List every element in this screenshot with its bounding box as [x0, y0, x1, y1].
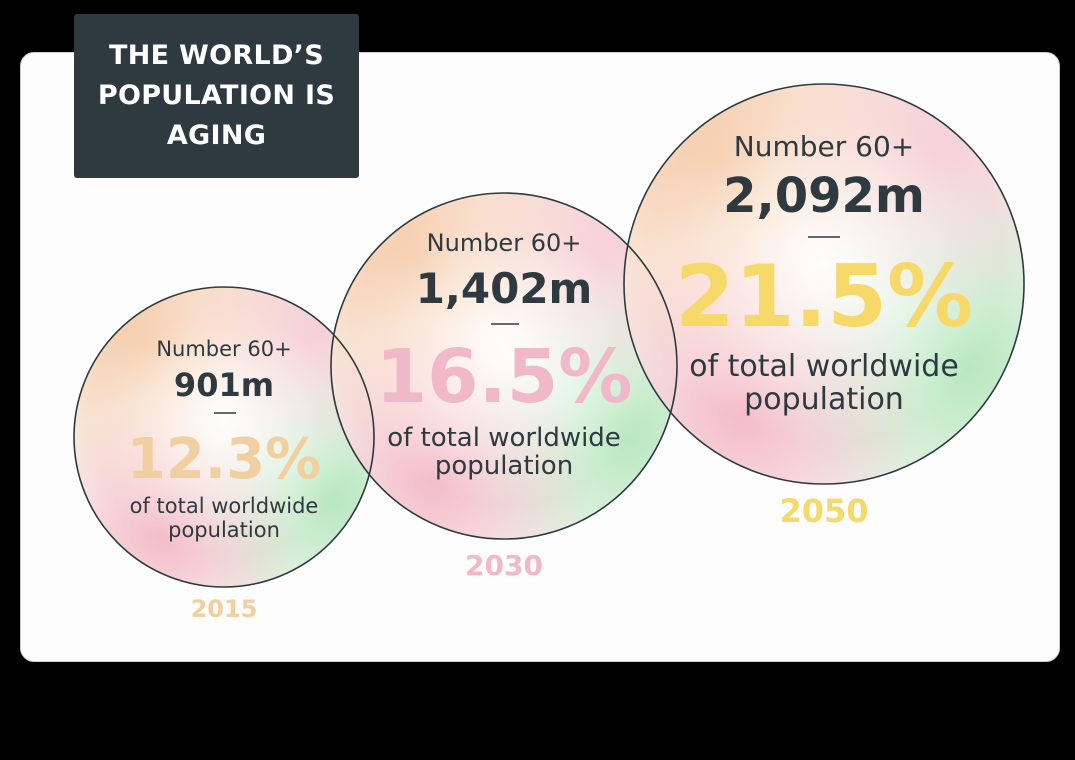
- bubble-2050-outline: [623, 83, 1025, 485]
- count-value: 2,092m: [723, 168, 925, 224]
- year-label: 2030: [465, 549, 543, 582]
- count-label: Number 60+: [427, 229, 582, 257]
- description-line-2: population: [744, 382, 904, 417]
- description-line-1: of total worldwide: [387, 423, 621, 453]
- bubble-2015-outline: [73, 286, 375, 588]
- bubble-2030: [331, 193, 677, 539]
- description-line-2: population: [435, 451, 573, 481]
- chart-title: THE WORLD’S POPULATION IS AGING: [97, 40, 336, 151]
- bubble-2015: [74, 287, 374, 587]
- bubble-2050: [624, 84, 1024, 484]
- bubble-2050-labels: Number 60+ 2,092m 21.5% of total worldwi…: [675, 130, 973, 530]
- description-line-1: of total worldwide: [689, 349, 959, 384]
- description-line-1: of total worldwide: [130, 494, 319, 518]
- count-label: Number 60+: [156, 337, 291, 361]
- percent-value: 21.5%: [675, 247, 973, 347]
- percent-value: 12.3%: [127, 427, 321, 492]
- description-line-2: population: [168, 518, 280, 542]
- bubble-2030-outline: [330, 192, 678, 540]
- year-label: 2015: [191, 595, 258, 623]
- year-label: 2050: [779, 492, 868, 530]
- percent-value: 16.5%: [376, 334, 633, 420]
- count-label: Number 60+: [734, 130, 914, 163]
- title-panel: THE WORLD’S POPULATION IS AGING: [74, 14, 359, 178]
- bubble-2030-labels: Number 60+ 1,402m 16.5% of total worldwi…: [376, 229, 633, 582]
- count-value: 901m: [174, 366, 274, 404]
- bubble-2015-labels: Number 60+ 901m 12.3% of total worldwide…: [127, 337, 321, 623]
- count-value: 1,402m: [416, 264, 593, 313]
